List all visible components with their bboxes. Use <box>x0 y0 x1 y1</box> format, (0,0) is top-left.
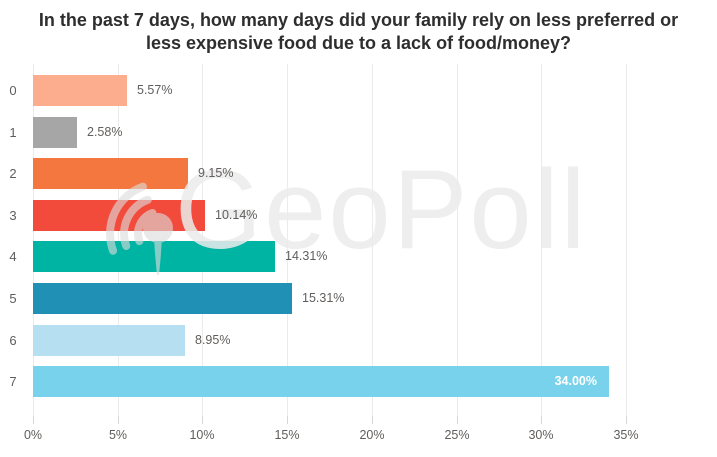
bar[interactable] <box>33 283 292 314</box>
x-axis-tick-label: 35% <box>613 428 639 442</box>
category-label: 1 <box>9 125 17 140</box>
axis-tickmark <box>626 416 627 424</box>
gridline <box>626 64 627 416</box>
category-label: 0 <box>9 83 17 98</box>
value-label: 8.95% <box>195 333 231 347</box>
plot-area: 0% 5% 10% 15% 20% 25% 30% 35% 0 5.57% 1 2.58% 2 9.15%… <box>0 62 717 457</box>
category-label: 4 <box>9 249 17 264</box>
bar[interactable] <box>33 117 77 148</box>
value-label: 15.31% <box>302 291 345 305</box>
axis-tickmark <box>202 416 203 424</box>
gridline <box>372 64 373 416</box>
x-axis-tick-label: 0% <box>23 428 43 442</box>
axis-tickmark <box>287 416 288 424</box>
bar[interactable] <box>33 75 127 106</box>
value-label: 9.15% <box>198 166 234 180</box>
gridline <box>33 64 34 416</box>
chart-title: In the past 7 days, how many days did yo… <box>38 10 679 54</box>
x-axis-tick-label: 25% <box>444 428 470 442</box>
gridline <box>202 64 203 416</box>
bar[interactable] <box>33 158 188 189</box>
axis-tickmark <box>372 416 373 424</box>
axis-tickmark <box>118 416 119 424</box>
bar[interactable] <box>33 325 185 356</box>
bar[interactable] <box>33 241 275 272</box>
category-label: 3 <box>9 208 17 223</box>
x-axis-tick-label: 5% <box>108 428 128 442</box>
axis-tickmark <box>541 416 542 424</box>
value-label: 10.14% <box>215 208 258 222</box>
axis-tickmark <box>457 416 458 424</box>
value-label: 14.31% <box>285 249 328 263</box>
bar[interactable] <box>33 200 205 231</box>
value-label: 5.57% <box>137 83 173 97</box>
category-label: 5 <box>9 291 17 306</box>
gridline <box>287 64 288 416</box>
gridline <box>457 64 458 416</box>
bar[interactable] <box>33 366 609 397</box>
value-label: 2.58% <box>87 125 123 139</box>
x-axis-tick-label: 30% <box>528 428 554 442</box>
gridline <box>541 64 542 416</box>
category-label: 2 <box>9 166 17 181</box>
category-label: 6 <box>9 333 17 348</box>
value-label: 34.00% <box>554 374 597 388</box>
x-axis-tick-label: 15% <box>274 428 300 442</box>
x-axis-tick-label: 20% <box>359 428 385 442</box>
category-label: 7 <box>9 374 17 389</box>
axis-tickmark <box>33 416 34 424</box>
x-axis-tick-label: 10% <box>189 428 215 442</box>
